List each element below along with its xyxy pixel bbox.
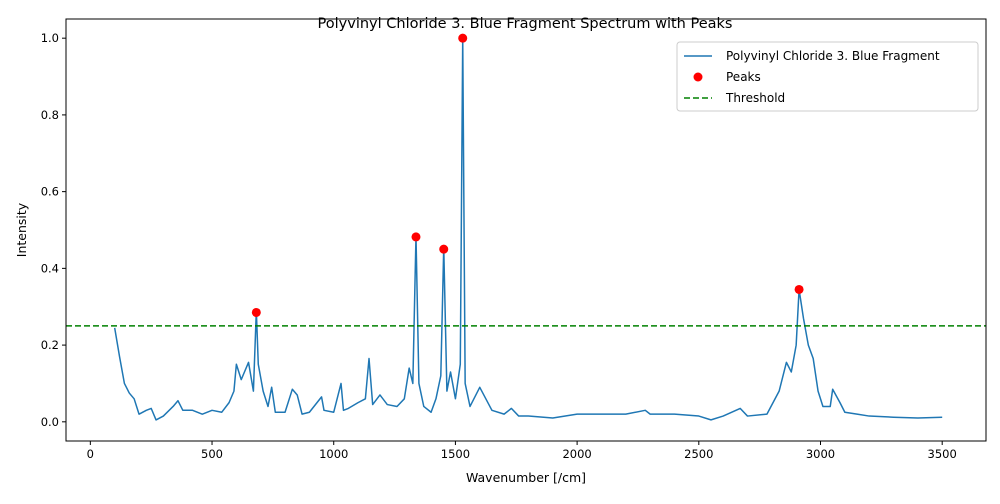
y-tick-label: 0.4 xyxy=(41,261,59,275)
x-tick-label: 500 xyxy=(201,447,223,461)
peak-point xyxy=(411,232,421,242)
peak-point xyxy=(458,33,468,43)
plot-frame xyxy=(65,18,987,442)
y-tick-label: 0.2 xyxy=(41,338,59,352)
peak-point xyxy=(439,244,449,254)
y-tick-label: 1.0 xyxy=(41,31,59,45)
legend-box xyxy=(676,41,979,112)
y-tick-label: 0.8 xyxy=(41,108,59,122)
x-tick-label: 1500 xyxy=(441,447,470,461)
x-tick-label: 0 xyxy=(87,447,94,461)
peak-point xyxy=(794,284,804,294)
chart-title: Polyvinyl Chloride 3. Blue Fragment Spec… xyxy=(318,16,733,32)
x-axis-label: Wavenumber [/cm] xyxy=(466,470,586,485)
legend-label: Peaks xyxy=(726,70,761,84)
x-tick-label: 2000 xyxy=(562,447,591,461)
legend-label: Threshold xyxy=(725,91,785,105)
x-tick-label: 3500 xyxy=(928,447,957,461)
legend-label: Polyvinyl Chloride 3. Blue Fragment xyxy=(726,49,940,63)
x-tick-label: 2500 xyxy=(684,447,713,461)
y-axis-label: Intensity xyxy=(14,202,29,257)
x-tick-label: 3000 xyxy=(806,447,835,461)
legend-swatch-peaks xyxy=(693,72,703,82)
legend: Polyvinyl Chloride 3. Blue Fragment Peaks… xyxy=(676,41,979,112)
y-tick-label: 0.0 xyxy=(41,415,59,429)
y-tick-label: 0.6 xyxy=(41,185,59,199)
spectrum-line xyxy=(113,37,943,421)
peak-point xyxy=(251,307,261,317)
x-tick-label: 1000 xyxy=(319,447,348,461)
